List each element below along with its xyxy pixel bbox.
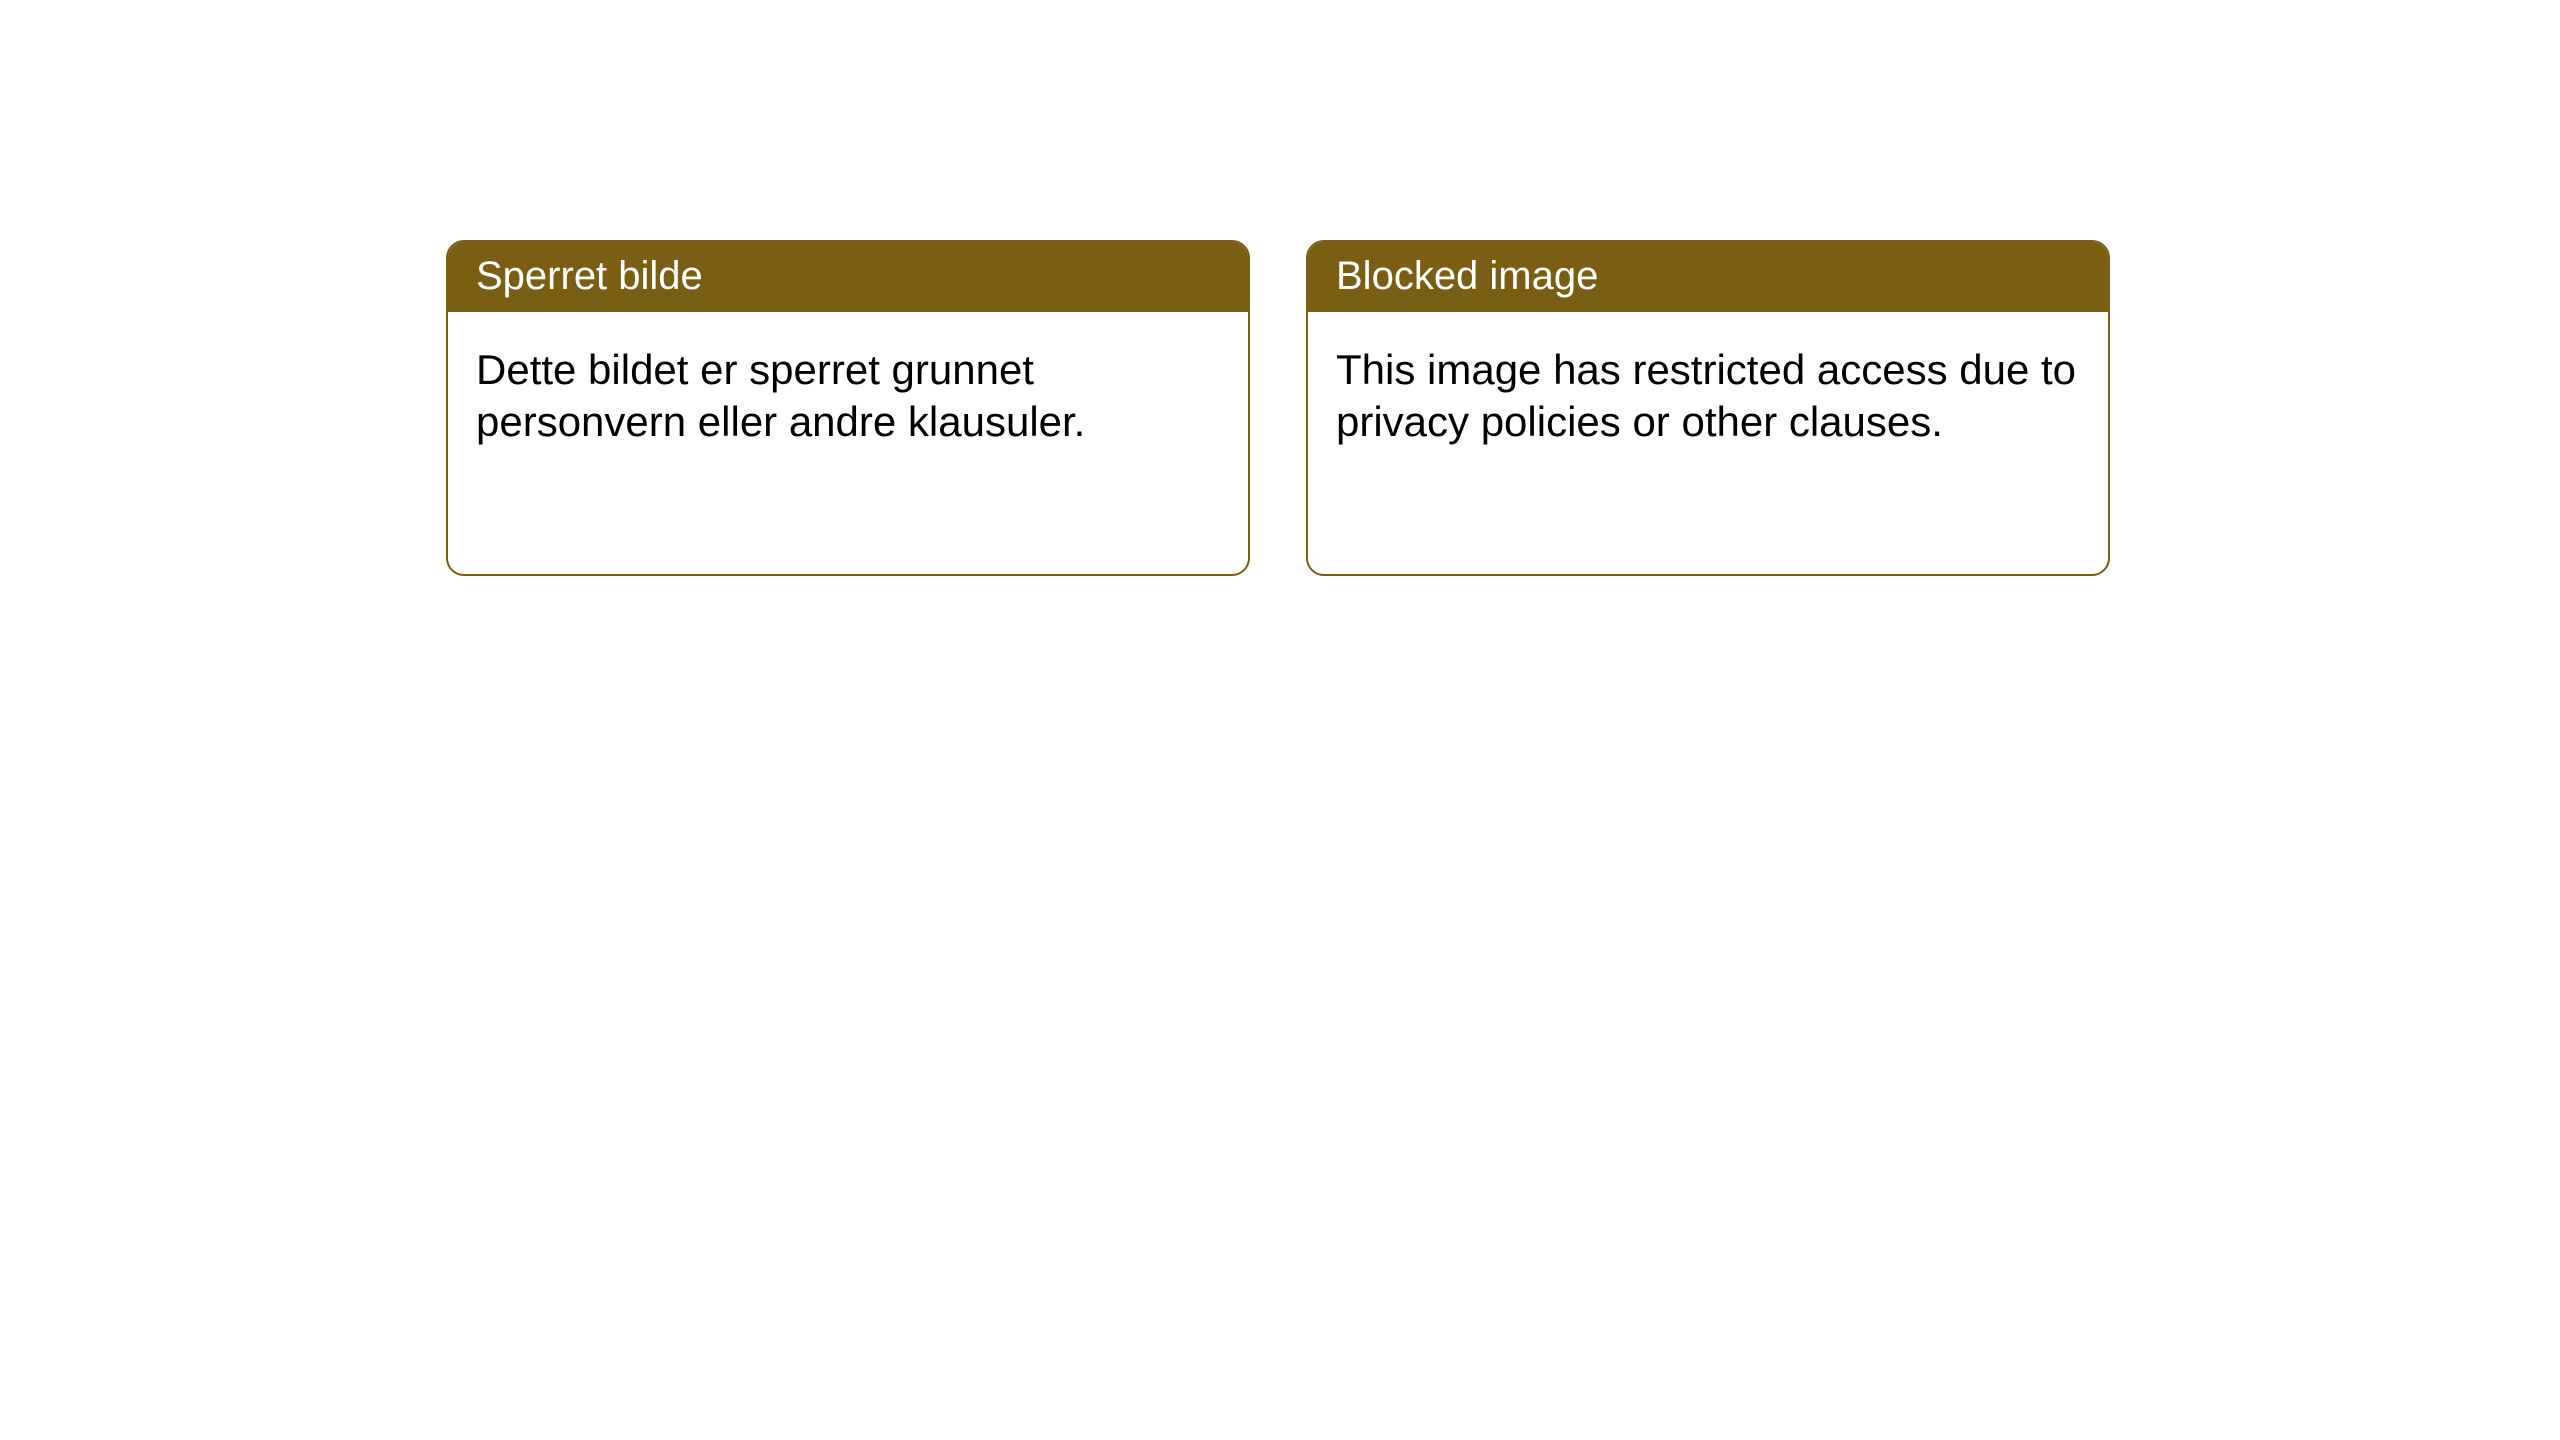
card-body-text: This image has restricted access due to … <box>1308 312 2108 480</box>
blocked-image-card-no: Sperret bilde Dette bildet er sperret gr… <box>446 240 1250 576</box>
card-title: Blocked image <box>1308 242 2108 312</box>
blocked-image-card-en: Blocked image This image has restricted … <box>1306 240 2110 576</box>
notice-cards-row: Sperret bilde Dette bildet er sperret gr… <box>446 240 2110 576</box>
card-body-text: Dette bildet er sperret grunnet personve… <box>448 312 1248 480</box>
card-title: Sperret bilde <box>448 242 1248 312</box>
